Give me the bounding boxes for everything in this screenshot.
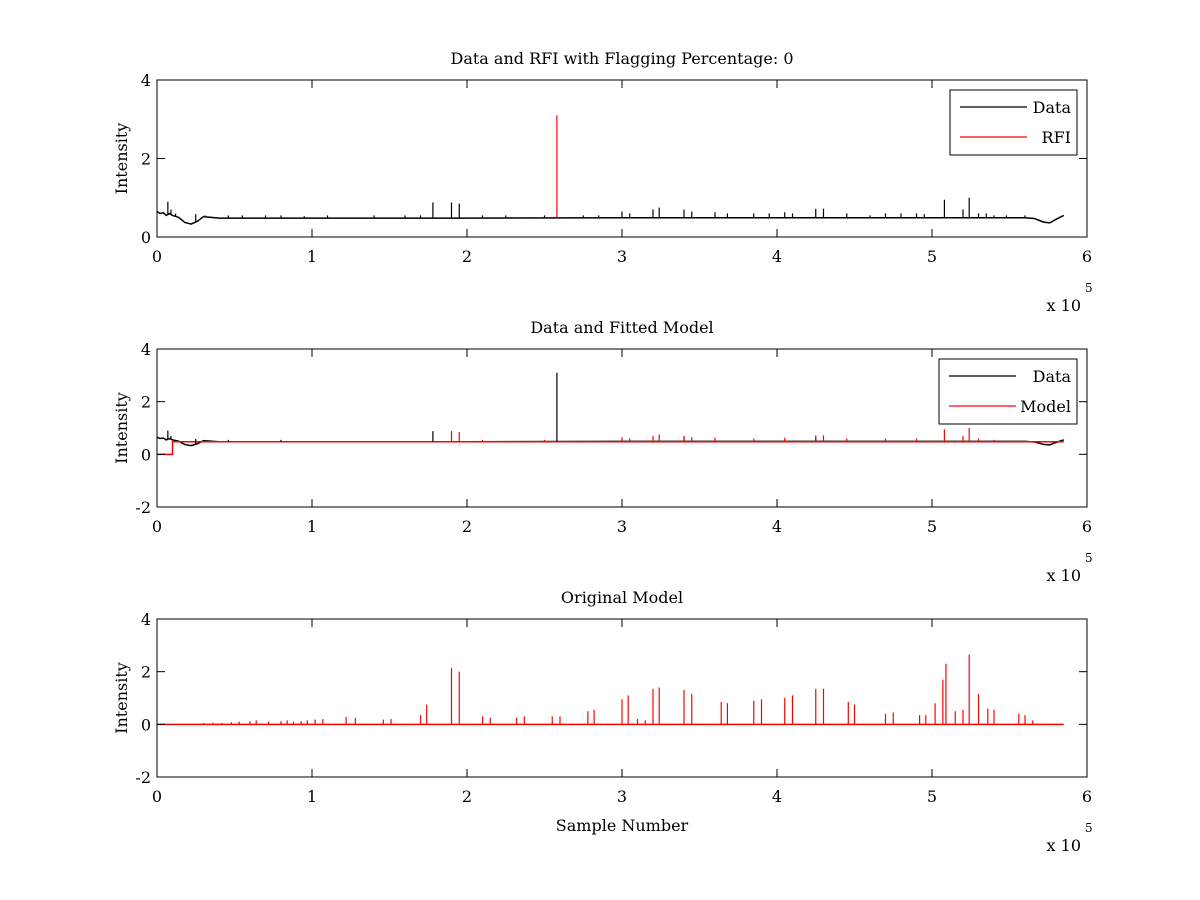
x-tick-label: 3 (617, 247, 627, 266)
x-tick-label: 4 (772, 517, 782, 536)
x-tick-label: 5 (927, 787, 937, 806)
y-tick-label: 2 (141, 150, 151, 169)
x-tick-label: 0 (152, 787, 162, 806)
x-tick-label: 0 (152, 247, 162, 266)
subplot-title: Original Model (561, 588, 683, 607)
subplot-1: Data and RFI with Flagging Percentage: 0… (112, 49, 1093, 315)
x-multiplier-exponent: 5 (1085, 821, 1093, 835)
x-tick-label: 3 (617, 787, 627, 806)
x-tick-label: 5 (927, 247, 937, 266)
x-multiplier-base: x 10 (1047, 296, 1081, 315)
x-multiplier-exponent: 5 (1085, 281, 1093, 295)
y-tick-label: 4 (141, 71, 151, 90)
y-axis-label: Intensity (112, 392, 131, 464)
legend-box (949, 89, 1078, 156)
x-tick-label: 1 (307, 517, 317, 536)
x-axis-label: Sample Number (556, 816, 689, 835)
y-tick-label: 2 (141, 663, 151, 682)
x-tick-label: 1 (307, 247, 317, 266)
x-tick-label: 6 (1082, 247, 1092, 266)
legend-box (938, 358, 1078, 425)
subplot-title: Data and Fitted Model (530, 318, 713, 337)
y-tick-label: 4 (141, 340, 151, 359)
x-tick-label: 0 (152, 517, 162, 536)
legend-label-model: Model (1020, 397, 1071, 416)
x-tick-label: 1 (307, 787, 317, 806)
legend: Data RFI (949, 89, 1078, 156)
x-tick-label: 4 (772, 787, 782, 806)
x-multiplier-base: x 10 (1047, 566, 1081, 585)
x-tick-label: 5 (927, 517, 937, 536)
y-tick-label: -2 (135, 498, 151, 517)
x-multiplier-base: x 10 (1047, 836, 1081, 855)
x-tick-label: 2 (462, 787, 472, 806)
y-tick-label: 2 (141, 393, 151, 412)
y-tick-label: 0 (141, 715, 151, 734)
x-tick-label: 6 (1082, 517, 1092, 536)
plot-area (157, 654, 1064, 726)
legend-label-data: Data (1033, 367, 1072, 386)
y-axis-label: Intensity (112, 123, 131, 195)
legend-label-rfi: RFI (1042, 128, 1071, 147)
y-tick-label: 0 (141, 228, 151, 247)
legend-label-data: Data (1033, 98, 1072, 117)
subplot-title: Data and RFI with Flagging Percentage: 0 (450, 49, 793, 68)
y-tick-label: -2 (135, 768, 151, 787)
y-tick-label: 0 (141, 445, 151, 464)
subplots: Data and RFI with Flagging Percentage: 0… (112, 49, 1093, 855)
x-tick-label: 4 (772, 247, 782, 266)
subplot-3: Original Model Intensity Sample Number 0 1 2 3… (112, 588, 1093, 855)
y-axis-label: Intensity (112, 662, 131, 734)
x-multiplier-exponent: 5 (1085, 551, 1093, 565)
x-tick-label: 2 (462, 247, 472, 266)
x-tick-label: 2 (462, 517, 472, 536)
x-tick-label: 6 (1082, 787, 1092, 806)
x-tick-label: 3 (617, 517, 627, 536)
plot-area (157, 115, 1065, 225)
legend: Data Model (938, 358, 1078, 425)
y-tick-label: 4 (141, 610, 151, 629)
